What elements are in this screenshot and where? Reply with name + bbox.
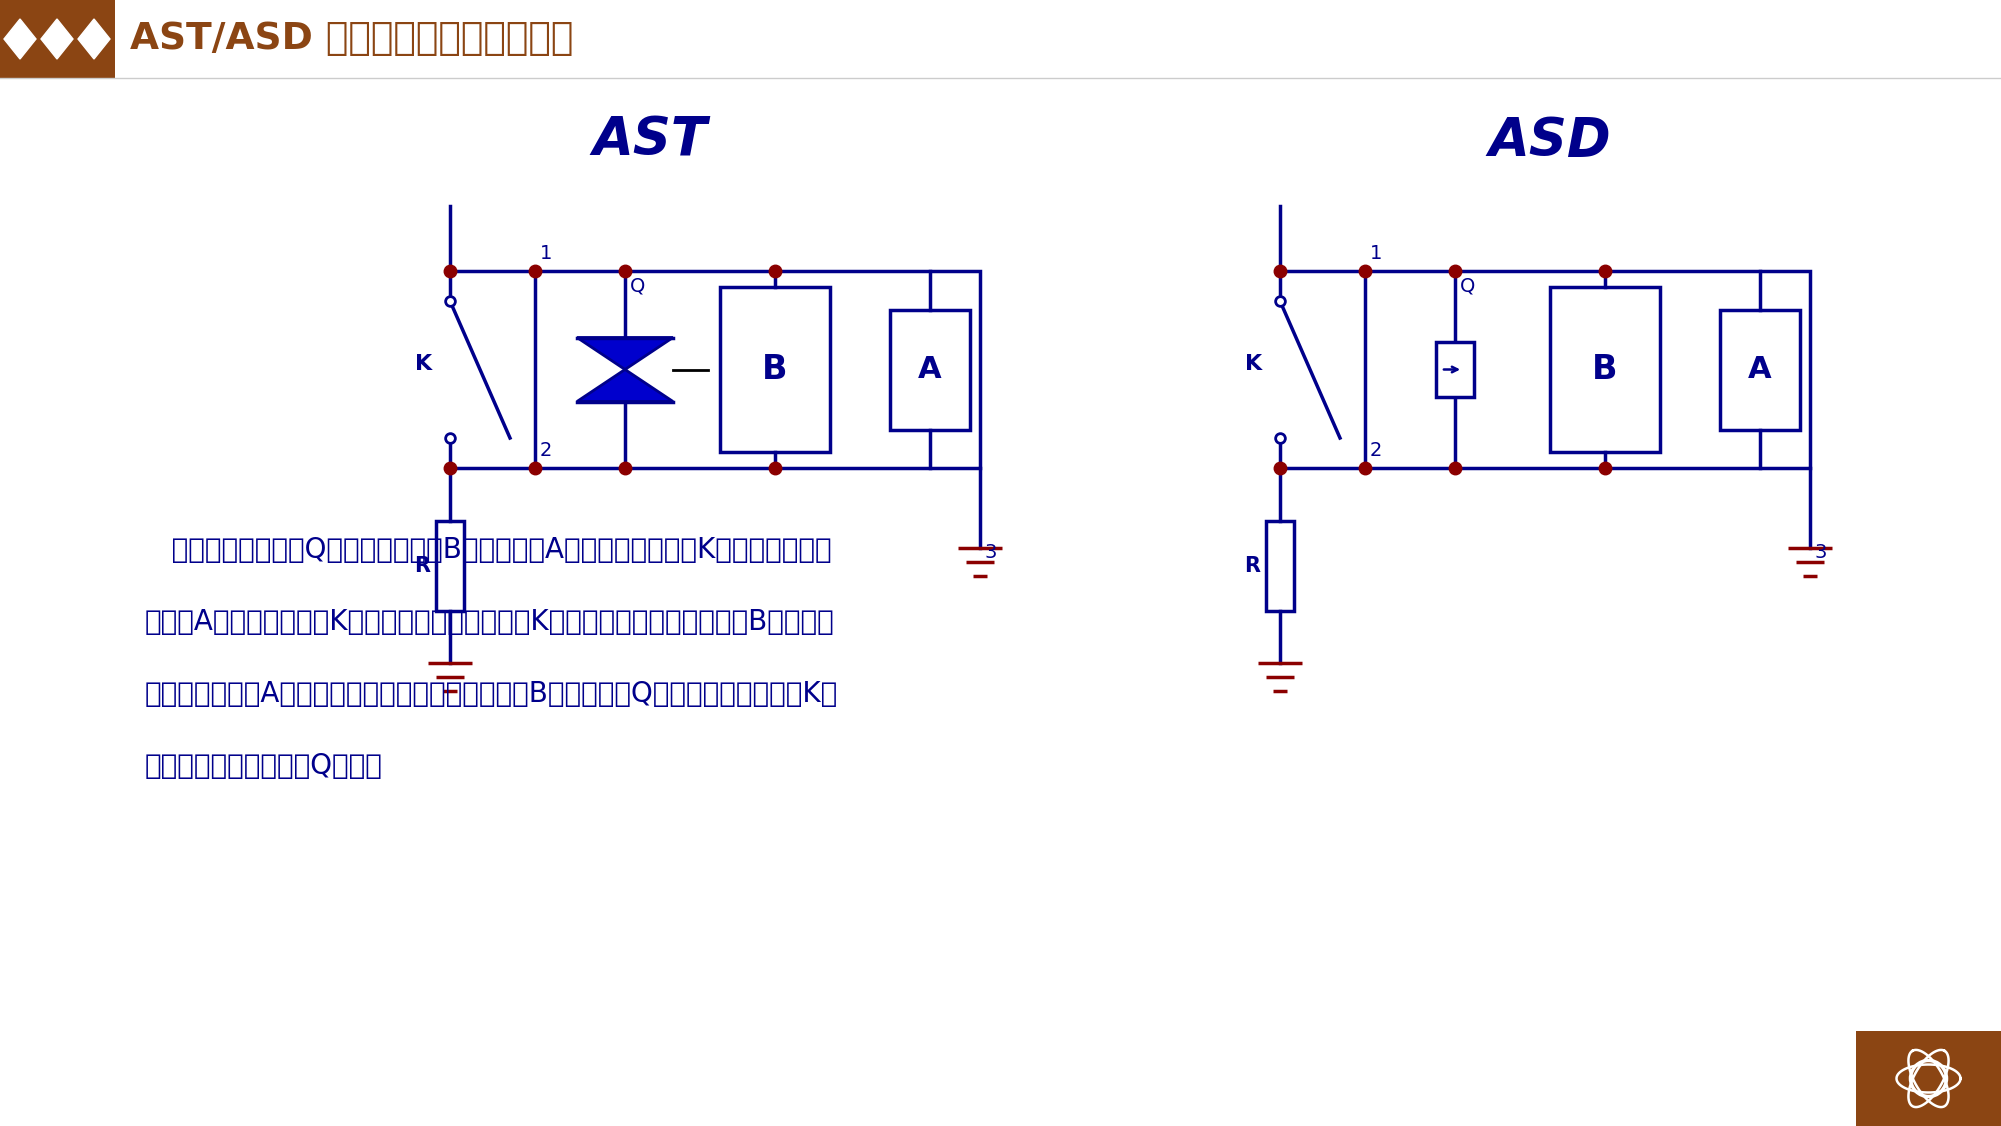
Text: 1: 1 <box>1371 244 1383 263</box>
Text: 电单元A储能；机械开关K断开过程中，当机械开关K两端电压达到电压检测单元B的开启电: 电单元A储能；机械开关K断开过程中，当机械开关K两端电压达到电压检测单元B的开启… <box>144 608 834 636</box>
Text: 电弧分断，然后功率管Q截止。: 电弧分断，然后功率管Q截止。 <box>144 752 382 780</box>
Polygon shape <box>576 338 672 369</box>
Bar <box>1365 271 1811 468</box>
Text: AST: AST <box>592 115 708 167</box>
Text: Q: Q <box>1461 276 1475 295</box>
Text: 压时，供电单元A储存的电荷快速通过电压检测单元B驱动功率管Q导通，实现机械开关K无: 压时，供电单元A储存的电荷快速通过电压检测单元B驱动功率管Q导通，实现机械开关K… <box>144 680 838 708</box>
Text: R: R <box>414 555 430 575</box>
Bar <box>1551 287 1661 452</box>
Text: 3: 3 <box>1815 543 1827 562</box>
Text: 1: 1 <box>540 244 552 263</box>
Bar <box>720 287 830 452</box>
Polygon shape <box>40 19 72 59</box>
Text: AST/ASD 系列无弧器件方框原理图: AST/ASD 系列无弧器件方框原理图 <box>130 21 574 57</box>
Text: 2: 2 <box>540 441 552 461</box>
Text: A: A <box>1749 355 1771 384</box>
Text: K: K <box>414 355 432 375</box>
Bar <box>1721 310 1801 429</box>
Polygon shape <box>576 369 672 402</box>
Bar <box>1857 1031 2001 1126</box>
Bar <box>436 520 464 610</box>
Text: K: K <box>1245 355 1263 375</box>
Text: 3: 3 <box>984 543 996 562</box>
Text: 无弧器件由功率管Q、电压检测单元B、供电单元A组成，在机械开关K闭合状态下，供: 无弧器件由功率管Q、电压检测单元B、供电单元A组成，在机械开关K闭合状态下，供 <box>144 536 832 564</box>
Text: 2: 2 <box>1371 441 1383 461</box>
Text: B: B <box>762 352 788 386</box>
Polygon shape <box>4 19 36 59</box>
Text: A: A <box>918 355 942 384</box>
Polygon shape <box>78 19 110 59</box>
Bar <box>890 310 970 429</box>
Bar <box>534 271 980 468</box>
Bar <box>0 0 114 78</box>
Text: R: R <box>1245 555 1261 575</box>
Bar <box>1267 520 1295 610</box>
Bar <box>1437 342 1475 397</box>
Text: Q: Q <box>630 276 646 295</box>
Text: B: B <box>1593 352 1617 386</box>
Text: ASD: ASD <box>1489 115 1611 167</box>
